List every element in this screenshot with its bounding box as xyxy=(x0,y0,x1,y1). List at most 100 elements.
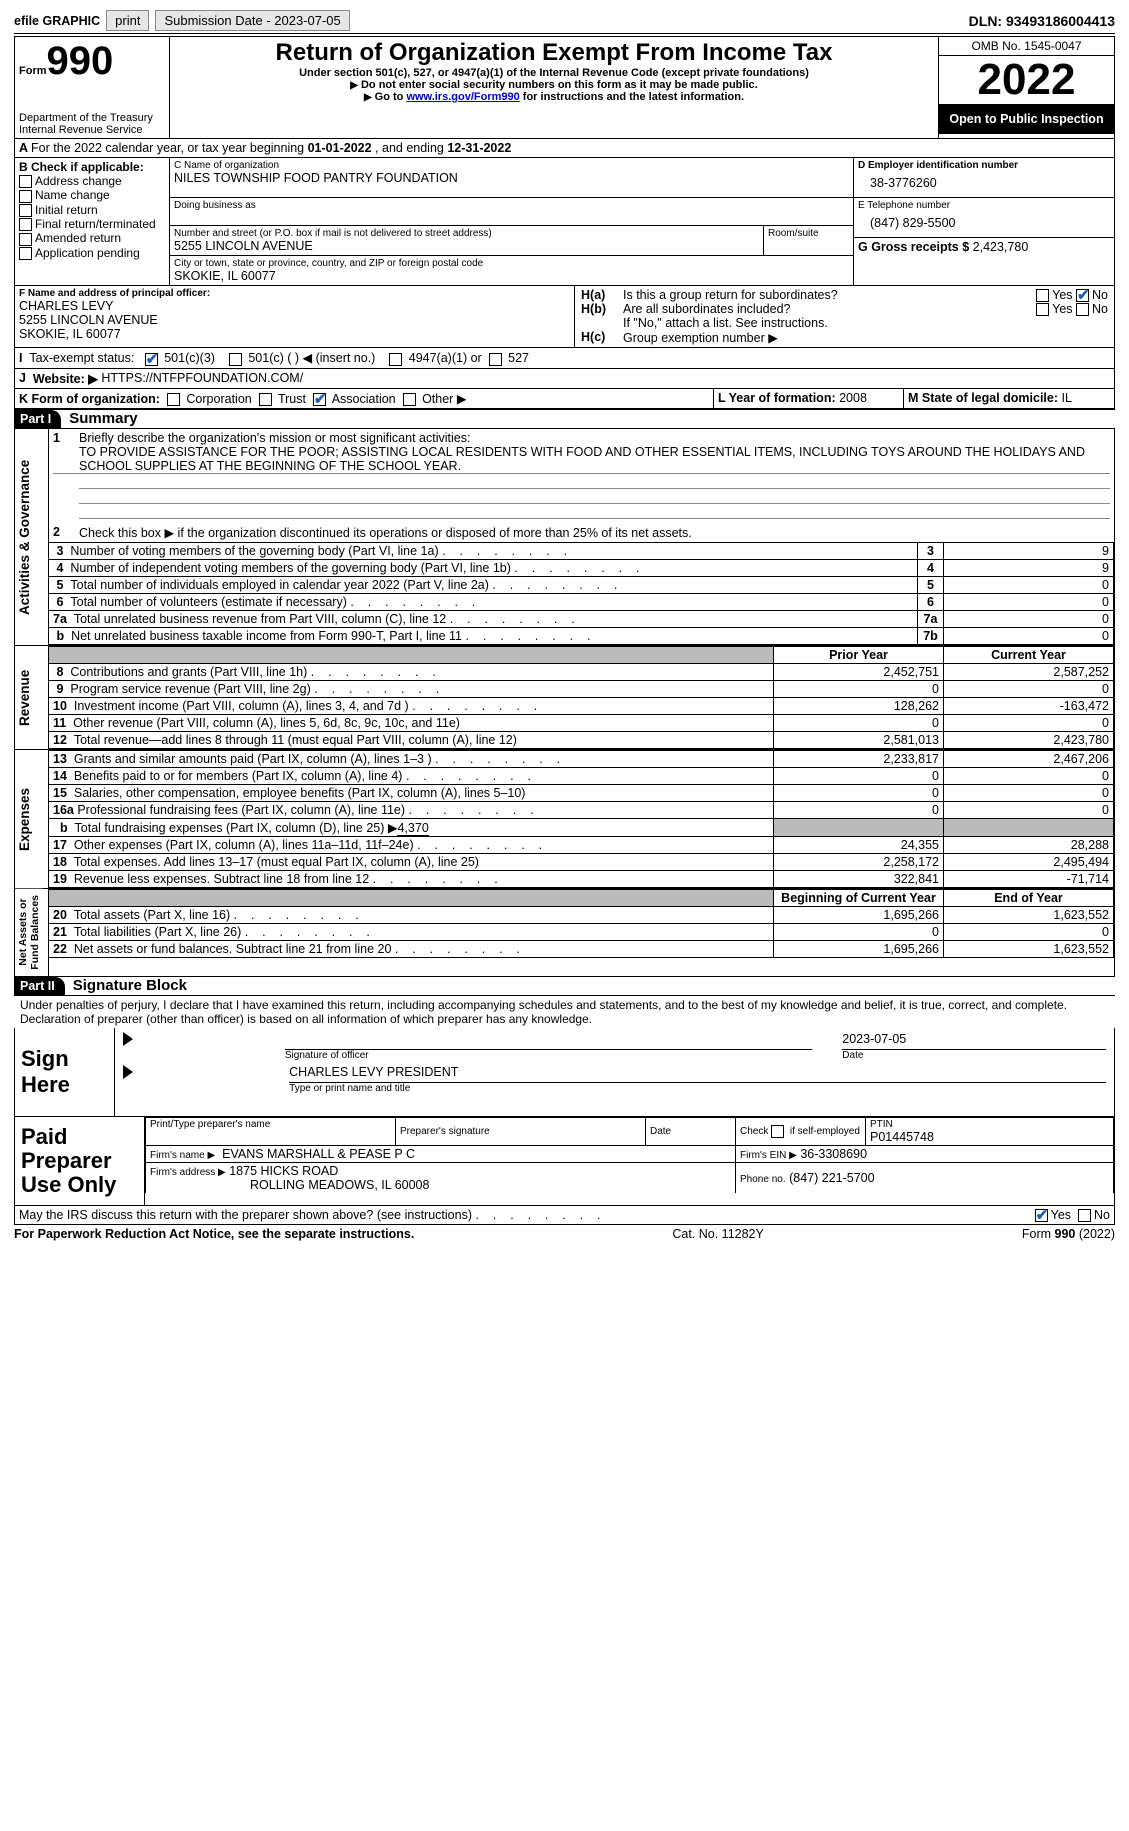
sig-officer-label: Signature of officer xyxy=(285,1050,812,1061)
ptin-value: P01445748 xyxy=(870,1130,1109,1144)
line6-label: Total number of volunteers (estimate if … xyxy=(70,595,475,609)
irs-link[interactable]: www.irs.gov/Form990 xyxy=(406,91,519,103)
form-number: 990 xyxy=(47,39,114,83)
box-j-label: Website: ▶ xyxy=(33,371,98,386)
omb-label: OMB No. 1545-0047 xyxy=(939,37,1114,56)
val-6: 0 xyxy=(944,593,1114,610)
cb-corp[interactable] xyxy=(167,393,180,406)
cb-trust[interactable] xyxy=(259,393,272,406)
vtab-activities: Activities & Governance xyxy=(15,429,34,645)
cb-527[interactable] xyxy=(489,353,502,366)
cb-ha-yes[interactable] xyxy=(1036,289,1049,302)
hc-text: Group exemption number ▶ xyxy=(623,330,778,345)
pointer-icon xyxy=(123,1065,133,1079)
cb-ha-no[interactable] xyxy=(1076,289,1089,302)
part1-num: Part I xyxy=(14,410,61,428)
state-domicile: IL xyxy=(1062,391,1072,405)
sig-date: 2023-07-05 xyxy=(842,1032,1106,1050)
cb-name-change[interactable] xyxy=(19,190,32,203)
tax-year: 2022 xyxy=(939,56,1114,104)
box-k-label: K Form of organization: xyxy=(19,392,160,406)
box-e-label: E Telephone number xyxy=(858,200,1110,211)
sig-date-label: Date xyxy=(842,1050,1106,1061)
cb-discuss-no[interactable] xyxy=(1078,1209,1091,1222)
line4-label: Number of independent voting members of … xyxy=(70,561,639,575)
pointer-icon xyxy=(123,1032,133,1046)
val-7a: 0 xyxy=(944,610,1114,627)
phone-value: (847) 829-5500 xyxy=(858,211,1110,235)
box-d-label: D Employer identification number xyxy=(858,160,1110,171)
cb-application-pending[interactable] xyxy=(19,247,32,260)
website-value: HTTPS://NTFPFOUNDATION.COM/ xyxy=(101,371,303,386)
hdr-current: Current Year xyxy=(944,646,1114,663)
cb-501c[interactable] xyxy=(229,353,242,366)
part2-title: Signature Block xyxy=(73,977,187,994)
box-f-label: F Name and address of principal officer: xyxy=(19,288,570,299)
efile-label: efile GRAPHIC xyxy=(14,14,100,28)
print-button[interactable]: print xyxy=(106,10,149,31)
cb-4947[interactable] xyxy=(389,353,402,366)
officer-print-name: CHARLES LEVY PRESIDENT xyxy=(289,1065,1106,1083)
val-5: 0 xyxy=(944,576,1114,593)
org-name: NILES TOWNSHIP FOOD PANTRY FOUNDATION xyxy=(174,171,849,185)
city-label: City or town, state or province, country… xyxy=(174,258,849,269)
form-sub3b: for instructions and the latest informat… xyxy=(520,91,744,103)
cb-initial-return[interactable] xyxy=(19,204,32,217)
hb-text: Are all subordinates included? xyxy=(623,302,1036,316)
year-formation: 2008 xyxy=(839,391,867,405)
box-m-label: M State of legal domicile: xyxy=(908,391,1058,405)
gross-receipts: 2,423,780 xyxy=(973,240,1029,254)
cb-address-change[interactable] xyxy=(19,175,32,188)
addr-label: Number and street (or P.O. box if mail i… xyxy=(174,228,759,239)
ha-label: H(a) xyxy=(581,288,623,302)
org-city: SKOKIE, IL 60077 xyxy=(174,269,849,283)
line7a-label: Total unrelated business revenue from Pa… xyxy=(74,612,575,626)
submission-date-button[interactable]: Submission Date - 2023-07-05 xyxy=(155,10,349,31)
part1-title: Summary xyxy=(69,410,137,427)
form-title: Return of Organization Exempt From Incom… xyxy=(176,39,932,67)
cb-final-return[interactable] xyxy=(19,218,32,231)
hdr-eoy: End of Year xyxy=(944,889,1114,906)
cb-hb-no[interactable] xyxy=(1076,303,1089,316)
cb-discuss-yes[interactable] xyxy=(1035,1209,1048,1222)
form-word: Form xyxy=(19,65,47,77)
cb-amended-return[interactable] xyxy=(19,233,32,246)
dept-label: Department of the Treasury xyxy=(19,112,165,124)
cb-self-employed[interactable] xyxy=(771,1125,784,1138)
dba-label: Doing business as xyxy=(174,200,849,211)
line-a-mid: , and ending xyxy=(375,141,447,155)
firm-addr2: ROLLING MEADOWS, IL 60008 xyxy=(150,1178,429,1192)
hdr-prior: Prior Year xyxy=(774,646,944,663)
line1-label: Briefly describe the organization's miss… xyxy=(79,431,470,445)
firm-addr1: 1875 HICKS ROAD xyxy=(229,1164,338,1178)
form-sub2: Do not enter social security numbers on … xyxy=(361,79,758,91)
form-sub3a: Go to xyxy=(375,91,407,103)
declaration-text: Under penalties of perjury, I declare th… xyxy=(14,996,1115,1028)
cb-assoc[interactable] xyxy=(313,393,326,406)
cb-hb-yes[interactable] xyxy=(1036,303,1049,316)
hc-label: H(c) xyxy=(581,330,623,345)
open-public: Open to Public Inspection xyxy=(939,104,1114,134)
footer-left: For Paperwork Reduction Act Notice, see … xyxy=(14,1227,414,1241)
box-l-label: L Year of formation: xyxy=(718,391,836,405)
cb-501c3[interactable] xyxy=(145,353,158,366)
vtab-expenses: Expenses xyxy=(15,750,34,888)
box-i-label: Tax-exempt status: xyxy=(29,351,134,365)
org-addr: 5255 LINCOLN AVENUE xyxy=(174,239,759,253)
line5-label: Total number of individuals employed in … xyxy=(70,578,617,592)
sign-here-label: Sign Here xyxy=(15,1028,115,1116)
irs-label: Internal Revenue Service xyxy=(19,124,165,136)
firm-name: EVANS MARSHALL & PEASE P C xyxy=(222,1147,415,1161)
officer-name: CHARLES LEVY xyxy=(19,299,570,313)
line2-text: Check this box ▶ if the organization dis… xyxy=(79,526,692,540)
room-label: Room/suite xyxy=(763,226,853,255)
year-end: 12-31-2022 xyxy=(447,141,511,155)
ha-text: Is this a group return for subordinates? xyxy=(623,288,1036,302)
cb-other[interactable] xyxy=(403,393,416,406)
vtab-revenue: Revenue xyxy=(15,646,34,749)
print-name-label: Type or print name and title xyxy=(289,1083,1106,1094)
line-a-text: For the 2022 calendar year, or tax year … xyxy=(31,141,308,155)
part2-num: Part II xyxy=(14,977,65,995)
box-c-label: C Name of organization xyxy=(174,160,849,171)
h-note: If "No," attach a list. See instructions… xyxy=(581,316,1108,330)
